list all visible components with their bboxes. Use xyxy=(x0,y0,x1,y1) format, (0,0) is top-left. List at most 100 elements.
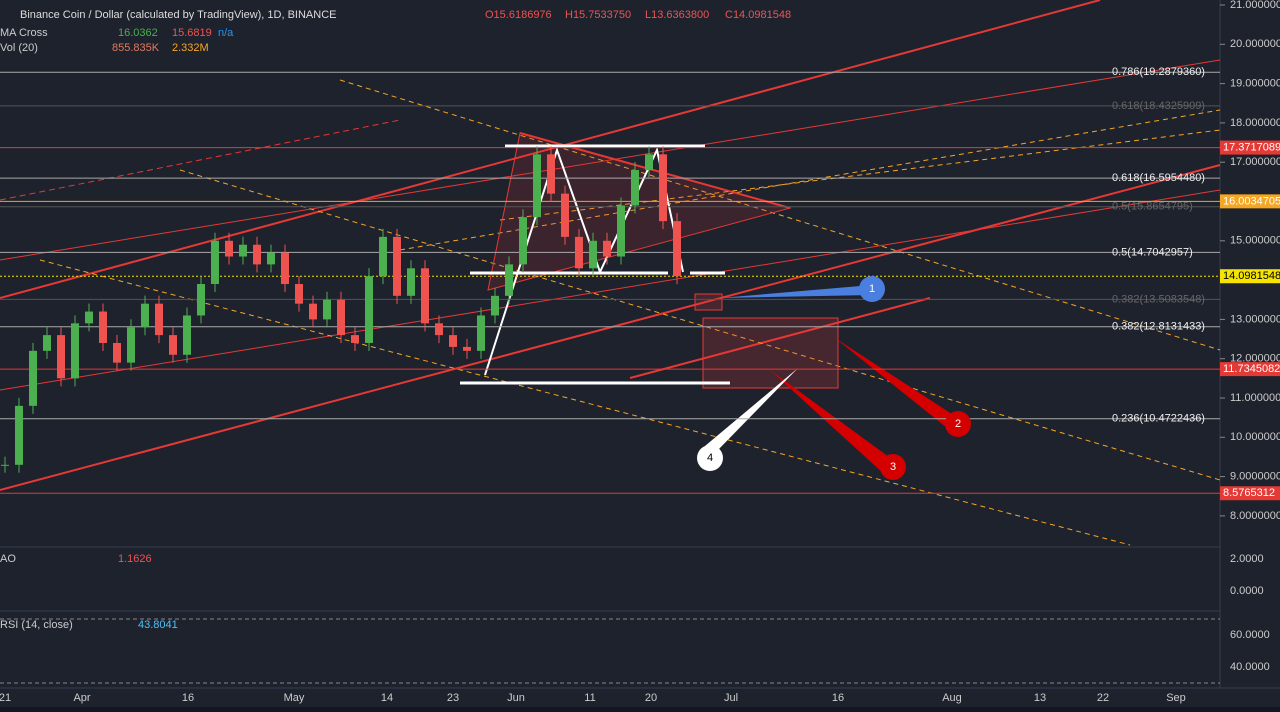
candle xyxy=(1,464,9,466)
candle xyxy=(491,295,499,316)
time-label: 20 xyxy=(645,692,657,704)
candle xyxy=(15,405,23,465)
candle xyxy=(155,303,163,336)
level-badge xyxy=(1220,486,1280,501)
candle xyxy=(43,335,51,351)
candle xyxy=(673,221,681,277)
fib-label: 0.5(14.7042957) xyxy=(1112,246,1193,258)
candle xyxy=(99,311,107,343)
level-badge xyxy=(1220,140,1280,155)
header-text: C14.0981548 xyxy=(725,9,791,21)
candle xyxy=(337,299,345,336)
time-label: 23 xyxy=(447,692,459,704)
candle xyxy=(169,335,177,355)
indicator-text: Vol (20) xyxy=(0,42,38,54)
annotation-label: 3 xyxy=(890,461,896,473)
candle xyxy=(127,327,135,363)
triangle-zone xyxy=(487,132,792,291)
price-tick-label: 21.0000000 xyxy=(1230,0,1280,11)
rsi-value: 43.8041 xyxy=(138,619,178,631)
candle xyxy=(85,311,93,324)
indicator-text: n/a xyxy=(218,27,234,39)
candle xyxy=(659,154,667,222)
candle xyxy=(449,335,457,347)
candle xyxy=(57,335,65,379)
candle xyxy=(365,276,373,343)
price-tick-label: 17.0000000 xyxy=(1230,156,1280,168)
fib-label: 0.618(16.5954480) xyxy=(1112,172,1205,184)
candle xyxy=(519,217,527,265)
ao-name: AO xyxy=(0,553,16,565)
rsi-tick: 40.0000 xyxy=(1230,661,1270,673)
time-label: Jul xyxy=(724,692,738,704)
price-tick-label: 20.0000000 xyxy=(1230,38,1280,50)
annotation-label: 4 xyxy=(707,452,713,464)
candle xyxy=(29,350,37,406)
candle xyxy=(211,240,219,285)
time-label: 13 xyxy=(1034,692,1046,704)
time-label: May xyxy=(284,692,305,704)
level-label: 16.0034705 xyxy=(1223,195,1280,207)
indicator-text: 15.6819 xyxy=(172,27,212,39)
time-label: 21 xyxy=(0,692,11,704)
rsi-tick: 60.0000 xyxy=(1230,629,1270,641)
fan-lines xyxy=(39,79,1221,546)
rsi-name: RSI (14, close) xyxy=(0,619,73,631)
level-label: 11.7345082 xyxy=(1223,363,1280,375)
header-text: H15.7533750 xyxy=(565,9,631,21)
time-label: 16 xyxy=(832,692,844,704)
candle xyxy=(603,240,611,257)
price-tick-label: 8.0000000 xyxy=(1230,510,1280,522)
time-label: Aug xyxy=(942,692,962,704)
time-label: Apr xyxy=(73,692,90,704)
price-tick-label: 12.0000000 xyxy=(1230,353,1280,365)
annotation-circle xyxy=(859,276,885,302)
indicator-text: MA Cross xyxy=(0,27,48,39)
candle xyxy=(267,252,275,265)
candle xyxy=(631,170,639,206)
candle xyxy=(421,268,429,324)
candle xyxy=(183,315,191,355)
candle xyxy=(407,268,415,296)
header-text: Binance Coin / Dollar (calculated by Tra… xyxy=(20,9,337,21)
price-tick-label: 13.0000000 xyxy=(1230,313,1280,325)
annotation-circle xyxy=(697,445,723,471)
annotation-label: 2 xyxy=(955,418,961,430)
candle xyxy=(393,236,401,296)
candle xyxy=(309,303,317,320)
annotation-circle xyxy=(945,411,971,437)
level-label: 14.0981548 xyxy=(1223,270,1280,282)
price-tick-label: 18.0000000 xyxy=(1230,117,1280,129)
fib-label: 0.5(15.8654795) xyxy=(1112,201,1193,213)
small-zone xyxy=(694,293,723,311)
candle xyxy=(575,236,583,269)
ao-tick: 2.0000 xyxy=(1230,553,1264,565)
channel-lines xyxy=(0,59,1221,391)
fib-label: 0.618(18.4325909) xyxy=(1112,100,1205,112)
level-label: 8.5765312 xyxy=(1223,487,1275,499)
candle xyxy=(533,154,541,218)
price-tick-label: 11.0000000 xyxy=(1230,392,1280,404)
target-zone xyxy=(702,317,839,389)
header-text: L13.6363800 xyxy=(645,9,709,21)
candle xyxy=(645,154,653,171)
level-badge xyxy=(1220,269,1280,284)
candle xyxy=(281,252,289,285)
candle xyxy=(561,193,569,237)
price-tick-label: 15.0000000 xyxy=(1230,235,1280,247)
price-tick-label: 10.0000000 xyxy=(1230,431,1280,443)
fib-label: 0.382(12.8131433) xyxy=(1112,321,1205,333)
time-label: 11 xyxy=(584,692,595,704)
candle xyxy=(71,323,79,379)
candle xyxy=(589,240,597,269)
fib-label: 0.382(13.5083548) xyxy=(1112,293,1205,305)
candle xyxy=(547,154,555,194)
ao-value: 1.1626 xyxy=(118,553,152,565)
time-label: 16 xyxy=(182,692,194,704)
candle xyxy=(379,236,387,277)
annotation-label: 1 xyxy=(869,283,875,295)
level-badge xyxy=(1220,194,1280,209)
candle xyxy=(477,315,485,351)
